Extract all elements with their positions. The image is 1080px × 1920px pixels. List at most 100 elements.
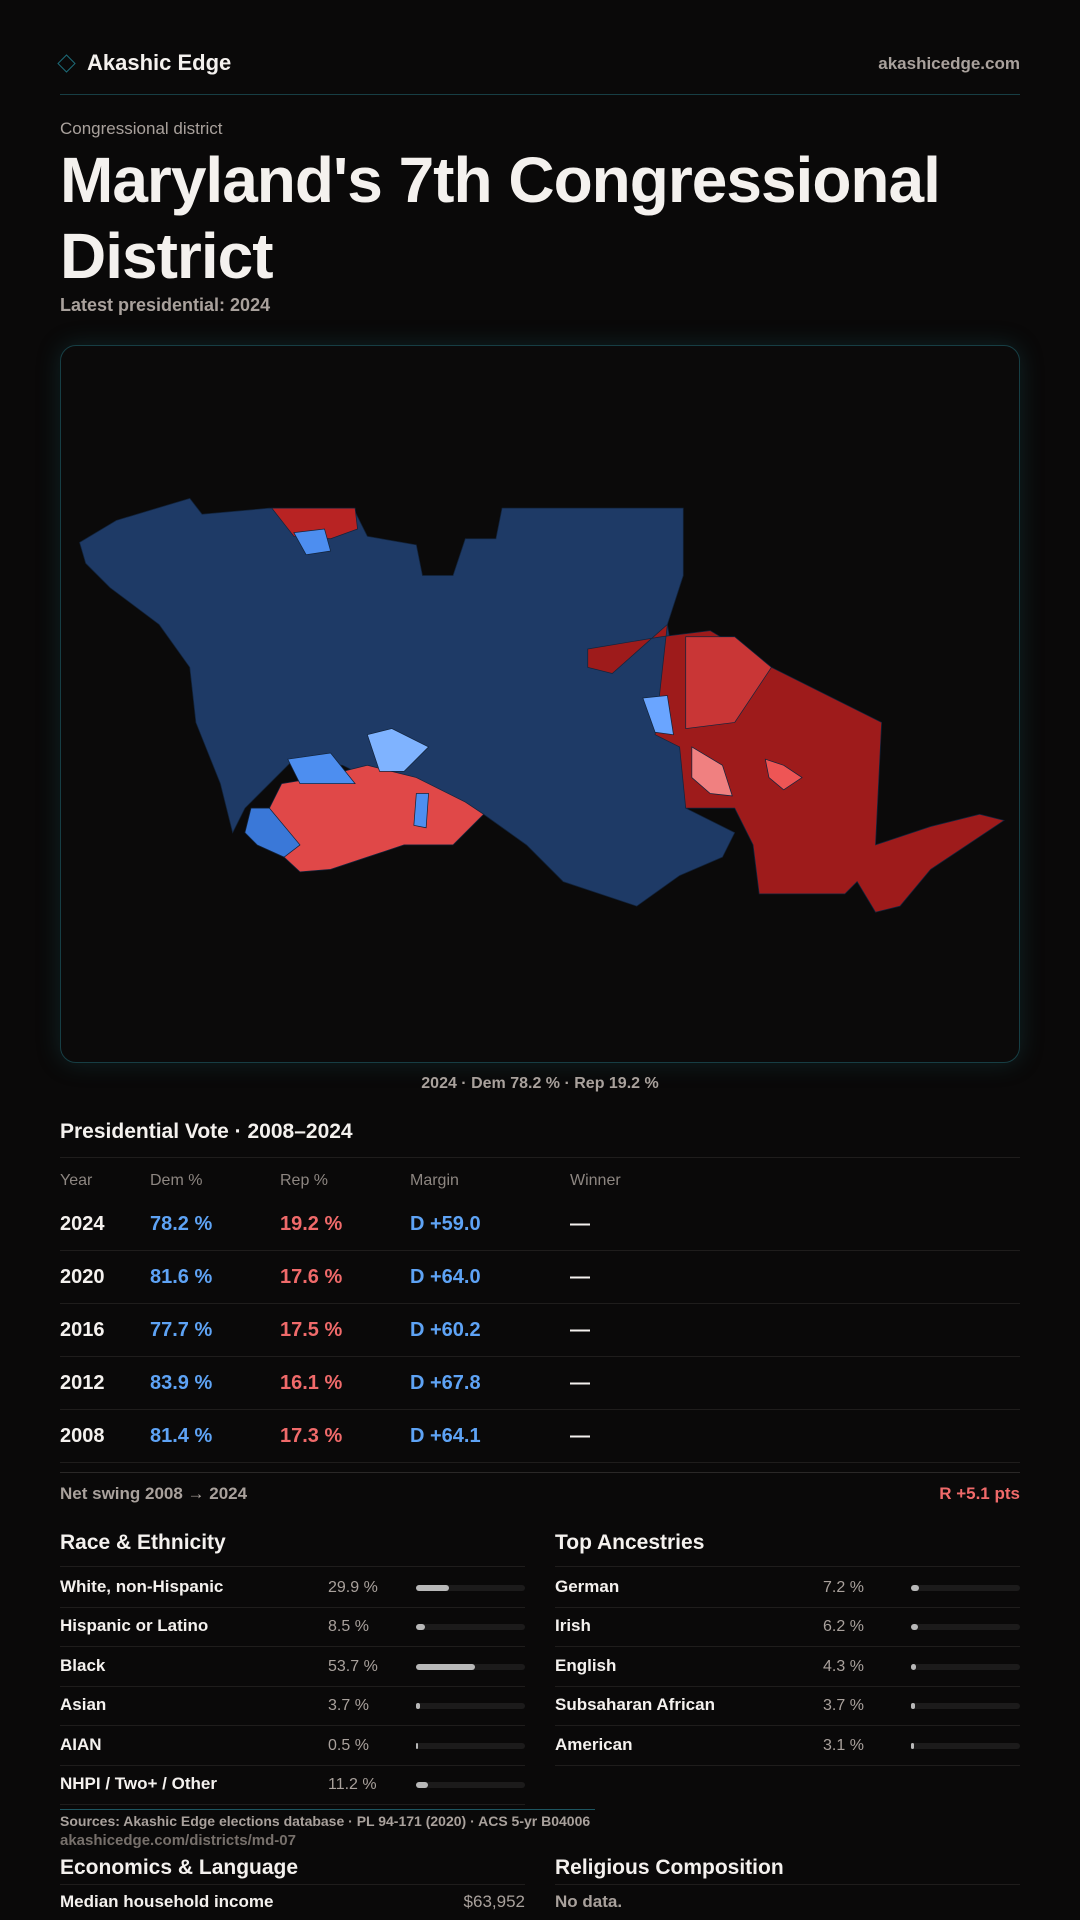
row-label: NHPI / Two+ / Other	[60, 1774, 217, 1793]
winner: —	[570, 1371, 590, 1394]
rep-pct: 17.3 %	[280, 1424, 343, 1447]
row-value: 3.1 %	[823, 1736, 864, 1754]
col-dem: Dem %	[150, 1172, 203, 1189]
rep-region	[268, 764, 485, 873]
vote-row: 2016 77.7 % 17.5 % D +60.2 —	[60, 1304, 1020, 1356]
row-label: German	[555, 1577, 620, 1596]
col-winner: Winner	[570, 1172, 621, 1189]
margin: D +67.8	[410, 1371, 481, 1394]
ancestry-row: English 4.3 %	[555, 1647, 1020, 1687]
row-label: White, non-Hispanic	[60, 1577, 224, 1596]
row-label: Asian	[60, 1695, 107, 1715]
row-label: English	[555, 1655, 617, 1675]
row-value: 0.5 %	[328, 1736, 369, 1754]
margin: D +64.1	[410, 1424, 481, 1447]
race-row: White, non-Hispanic 29.9 %	[60, 1568, 525, 1608]
brand-logo[interactable]: Akashic Edge	[57, 50, 231, 76]
swing-value: R +5.1 pts	[939, 1484, 1020, 1503]
map-caption: 2024 · Dem 78.2 % · Rep 19.2 %	[421, 1075, 659, 1092]
row-label: Hispanic or Latino	[60, 1616, 209, 1636]
ancestry-row: Irish 6.2 %	[555, 1607, 1020, 1648]
vote-row: 2020 81.6 % 17.6 % D +64.0 —	[60, 1251, 1020, 1303]
dem-region	[642, 695, 674, 736]
footer-url[interactable]: akashicedge.com/districts/md-07	[60, 1832, 296, 1849]
share-bar	[416, 1782, 525, 1788]
share-bar	[911, 1742, 1020, 1749]
site-link[interactable]: akashicedge.com	[878, 54, 1020, 73]
ancestry-row: German 7.2 %	[555, 1568, 1020, 1608]
dem-pct: 81.4 %	[150, 1424, 213, 1447]
row-value: 3.7 %	[823, 1697, 864, 1715]
margin: D +59.0	[410, 1212, 481, 1235]
dem-region	[293, 528, 332, 556]
share-bar	[416, 1585, 525, 1591]
col-year: Year	[60, 1172, 93, 1189]
race-row: Asian 3.7 %	[60, 1686, 525, 1727]
rep-region	[685, 636, 772, 729]
row-label: Subsaharan African	[555, 1695, 715, 1715]
swing-label: Net swing 2008 → 2024	[60, 1484, 248, 1503]
religion-title: Religious Composition	[555, 1856, 784, 1879]
row-label: American	[555, 1734, 633, 1754]
rep-pct: 19.2 %	[280, 1212, 343, 1235]
race-title: Race & Ethnicity	[60, 1531, 226, 1554]
religion-empty: No data.	[555, 1892, 623, 1911]
row-label: Irish	[555, 1616, 591, 1636]
share-bar	[911, 1703, 1020, 1710]
race-row: NHPI / Two+ / Other 11.2 %	[60, 1765, 525, 1805]
dem-pct: 81.6 %	[150, 1265, 213, 1288]
winner: —	[570, 1265, 590, 1288]
row-value: 3.7 %	[328, 1697, 369, 1715]
year: 2020	[60, 1265, 105, 1288]
vote-row: 2024 78.2 % 19.2 % D +59.0 —	[60, 1198, 1020, 1250]
race-row: AIAN 0.5 %	[60, 1726, 525, 1766]
vote-title: Presidential Vote · 2008–2024	[60, 1120, 353, 1143]
winner: —	[570, 1318, 590, 1341]
rep-pct: 17.6 %	[280, 1265, 343, 1288]
share-bar	[911, 1585, 1020, 1591]
rep-region	[271, 507, 358, 540]
ancestry-title: Top Ancestries	[555, 1531, 705, 1554]
col-rep: Rep %	[280, 1172, 329, 1189]
row-value: 6.2 %	[823, 1618, 864, 1636]
share-bar	[416, 1663, 525, 1670]
row-value: 8.5 %	[328, 1618, 369, 1636]
year: 2016	[60, 1318, 105, 1341]
dem-pct: 78.2 %	[150, 1212, 213, 1235]
economics-title: Economics & Language	[60, 1856, 299, 1879]
row-value: 4.3 %	[823, 1657, 864, 1675]
rep-pct: 17.5 %	[280, 1318, 343, 1341]
share-bar	[416, 1624, 525, 1631]
page-subtitle: Latest presidential: 2024	[60, 295, 271, 315]
share-bar	[911, 1663, 1020, 1670]
year: 2024	[60, 1212, 105, 1235]
ancestry-row: Subsaharan African 3.7 %	[555, 1686, 1020, 1727]
income-label: Median household income	[60, 1892, 274, 1911]
margin: D +60.2	[410, 1318, 481, 1341]
row-value: 7.2 %	[823, 1579, 864, 1596]
col-margin: Margin	[410, 1172, 459, 1189]
rep-region	[764, 758, 803, 791]
row-value: 53.7 %	[328, 1657, 378, 1675]
rep-region	[691, 746, 733, 797]
dem-region	[287, 752, 356, 785]
page-kicker: Congressional district	[60, 119, 223, 138]
share-bar	[911, 1624, 1020, 1631]
vote-row: 2012 83.9 % 16.1 % D +67.8 —	[60, 1357, 1020, 1409]
header-divider	[60, 94, 1020, 95]
row-label: AIAN	[60, 1734, 102, 1754]
race-row: Hispanic or Latino 8.5 %	[60, 1607, 525, 1648]
vote-header-row: Year Dem % Rep % Margin Winner	[60, 1165, 1020, 1197]
year: 2008	[60, 1424, 105, 1447]
share-bar	[416, 1742, 525, 1749]
footer-sources: Sources: Akashic Edge elections database…	[60, 1813, 591, 1829]
dem-region	[244, 807, 301, 858]
page-title: Maryland's 7th Congressional District	[60, 144, 941, 292]
dem-pct: 83.9 %	[150, 1371, 213, 1394]
race-row: Black 53.7 %	[60, 1647, 525, 1687]
dem-pct: 77.7 %	[150, 1318, 213, 1341]
row-value: 11.2 %	[328, 1776, 377, 1793]
winner: —	[570, 1212, 590, 1235]
dem-region	[413, 793, 429, 829]
